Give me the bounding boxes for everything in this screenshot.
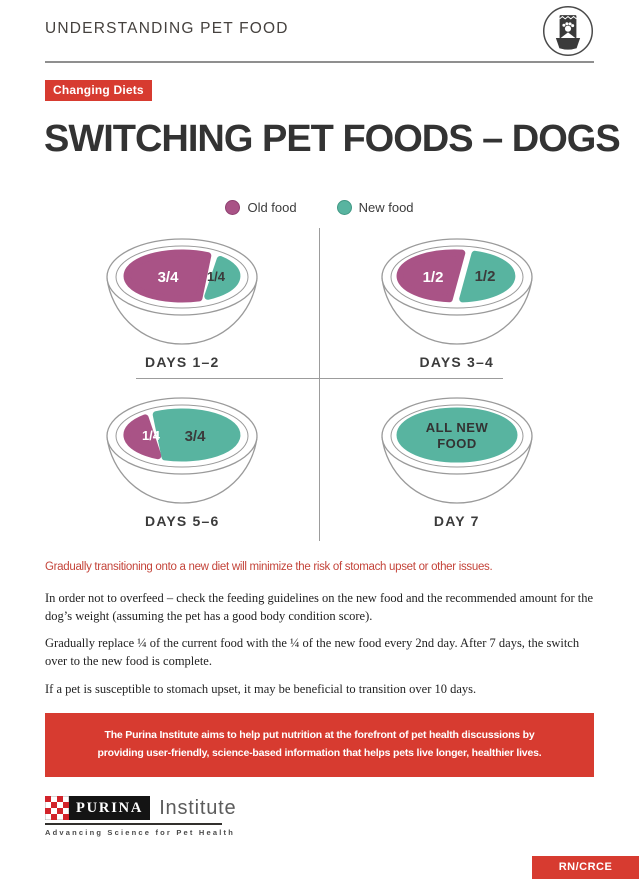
- legend-old-label: Old food: [247, 200, 297, 215]
- bowl-illustration: 3/4 1/4: [106, 238, 258, 345]
- bowl-day-7: ALL NEW FOOD DAY 7: [320, 383, 595, 542]
- page-title: SWITCHING PET FOODS – DOGS: [44, 118, 621, 160]
- food-transition-diagram: Old food New food 3/4 1/4: [45, 200, 594, 541]
- new-food-portion: [396, 407, 518, 462]
- new-portion-label-line2: FOOD: [437, 436, 477, 451]
- tagline-rule: [45, 823, 222, 825]
- bowl-caption: DAY 7: [433, 512, 480, 529]
- old-food-portion: [123, 249, 212, 303]
- bowl-caption: DAYS 1–2: [145, 354, 220, 370]
- new-portion-label: 1/4: [207, 269, 226, 284]
- bowl-illustration: 1/4 3/4: [106, 396, 258, 504]
- new-food-portion: [204, 256, 241, 300]
- body-paragraph-1: In order not to overfeed – check the fee…: [45, 591, 594, 624]
- legend: Old food New food: [45, 200, 594, 215]
- old-portion-label: 1/2: [422, 269, 443, 286]
- lead-text: Gradually transitioning onto a new diet …: [45, 561, 493, 573]
- new-food-portion: [458, 250, 516, 303]
- new-food-dot-icon: [336, 200, 352, 215]
- body-paragraph-3: If a pet is susceptible to stomach upset…: [45, 681, 477, 696]
- category-badge: Changing Diets: [45, 80, 152, 101]
- bowl-grid: 3/4 1/4 DAYS 1–2 1/2 1/2 DAYS 3–4: [45, 224, 594, 541]
- banner-line-2: providing user-friendly, science-based i…: [97, 746, 542, 759]
- quadrant-divider-vertical: [319, 228, 320, 541]
- body-text: In order not to overfeed – check the fee…: [45, 589, 594, 707]
- header-divider: [45, 61, 594, 63]
- purina-checkerboard-icon: [45, 796, 69, 820]
- old-food-portion: [123, 413, 162, 459]
- bowl-illustration: ALL NEW FOOD: [381, 396, 533, 504]
- new-food-portion: [152, 408, 241, 462]
- purina-wordmark: PURINA: [69, 796, 151, 820]
- legend-item-old-food: Old food: [225, 200, 297, 215]
- banner-line-1: The Purina Institute aims to help put nu…: [104, 729, 535, 741]
- mission-banner: The Purina Institute aims to help put nu…: [45, 713, 594, 777]
- new-portion-label-line1: ALL NEW: [426, 420, 489, 435]
- new-portion-label: 3/4: [185, 428, 207, 445]
- new-portion-label: 1/2: [474, 268, 495, 285]
- old-portion-label: 1/4: [142, 428, 161, 443]
- legend-item-new-food: New food: [336, 200, 414, 215]
- tagline: Advancing Science for Pet Health: [45, 828, 236, 837]
- bowl-illustration: 1/2 1/2: [381, 238, 533, 345]
- header-title: UNDERSTANDING PET FOOD: [45, 20, 289, 37]
- old-food-portion: [396, 249, 466, 303]
- bowl-days-3-4: 1/2 1/2 DAYS 3–4: [320, 224, 595, 383]
- bowl-days-1-2: 3/4 1/4 DAYS 1–2: [45, 224, 320, 383]
- quadrant-divider-horizontal: [136, 378, 503, 379]
- bowl-caption: DAYS 3–4: [419, 354, 494, 370]
- old-portion-label: 3/4: [158, 269, 180, 286]
- bowl-caption: DAYS 5–6: [145, 512, 220, 529]
- legend-new-label: New food: [358, 200, 414, 215]
- institute-label: Institute: [159, 796, 237, 819]
- doc-code-badge: RN/CRCE: [532, 856, 639, 879]
- bowl-days-5-6: 1/4 3/4 DAYS 5–6: [45, 383, 320, 542]
- body-paragraph-2: Gradually replace ¼ of the current food …: [45, 636, 580, 669]
- old-food-dot-icon: [225, 200, 241, 215]
- pet-food-bag-and-bowl-icon: [540, 3, 596, 59]
- purina-institute-logo: PURINA Institute Advancing Science for P…: [45, 796, 236, 837]
